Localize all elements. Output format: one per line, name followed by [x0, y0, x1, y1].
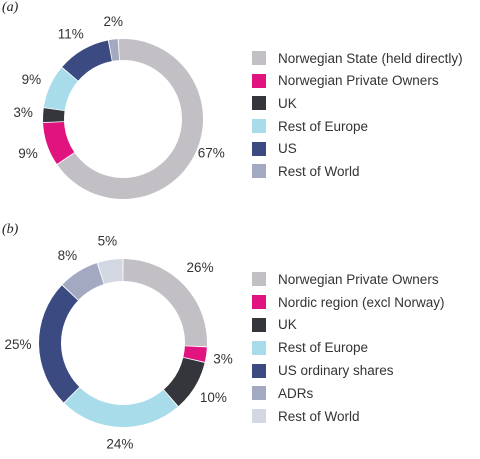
- donut-chart-a: 67% 9% 3% 9% 11% 2%: [13, 14, 225, 199]
- donut-slice-b-0: [123, 259, 208, 347]
- legend-item-a-1: Norwegian Private Owners: [252, 70, 463, 93]
- legend-item-b-6: Rest of World: [252, 405, 445, 428]
- panel-label-b: (b): [2, 222, 19, 237]
- slice-label-a-4: 11%: [58, 27, 84, 42]
- slice-label-b-3: 24%: [106, 436, 133, 451]
- slice-label-a-5: 2%: [104, 14, 124, 29]
- legend-swatch-a-3: [252, 119, 266, 134]
- panel-label-a: (a): [2, 0, 19, 15]
- legend-label-b-4: US ordinary shares: [278, 363, 394, 379]
- donut-chart-b: 26% 3% 10% 24% 25% 8% 5%: [4, 234, 233, 452]
- slice-label-a-2: 3%: [13, 105, 33, 120]
- donut-slice-b-1: [183, 346, 207, 362]
- legend-swatch-b-2: [252, 317, 266, 332]
- slice-label-b-0: 26%: [187, 260, 214, 275]
- legend-item-b-4: US ordinary shares: [252, 359, 445, 382]
- legend-swatch-a-5: [252, 164, 266, 179]
- legend-label-b-6: Rest of World: [278, 408, 360, 424]
- legend-item-b-2: UK: [252, 314, 445, 337]
- slice-label-a-1: 9%: [18, 146, 38, 161]
- donut-slice-a-1: [43, 121, 75, 165]
- donut-slice-a-3: [43, 67, 78, 111]
- legend-label-a-3: Rest of Europe: [278, 118, 369, 134]
- legend-swatch-a-4: [252, 141, 266, 156]
- donut-slice-b-2: [163, 357, 205, 407]
- legend-label-b-0: Norwegian Private Owners: [278, 271, 439, 287]
- legend-item-a-2: UK: [252, 92, 463, 115]
- legend-swatch-b-5: [252, 386, 266, 401]
- legend-item-b-0: Norwegian Private Owners: [252, 268, 445, 291]
- legend-b: Norwegian Private Owners Nordic region (e…: [252, 268, 445, 428]
- legend-label-a-5: Rest of World: [278, 163, 360, 179]
- donut-slice-a-4: [62, 40, 112, 81]
- slice-label-a-0: 67%: [198, 146, 225, 161]
- legend-label-b-5: ADRs: [278, 385, 314, 401]
- donut-slice-a-5: [108, 39, 120, 61]
- legend-label-a-1: Norwegian Private Owners: [278, 73, 439, 89]
- legend-swatch-b-0: [252, 272, 266, 287]
- legend-item-a-3: Rest of Europe: [252, 115, 463, 138]
- donut-slice-a-0: [57, 38, 203, 199]
- legend-item-a-0: Norwegian State (held directly): [252, 47, 463, 70]
- legend-item-a-4: US: [252, 137, 463, 160]
- legend-swatch-a-2: [252, 96, 266, 111]
- slice-label-b-1: 3%: [213, 352, 233, 367]
- chart-panel-a: (a) 67% 9% 3% 9% 11% 2% Norwegian State (held…: [0, 0, 480, 221]
- donut-slice-b-4: [38, 285, 80, 403]
- donut-slice-a-2: [43, 108, 65, 123]
- legend-swatch-b-3: [252, 340, 266, 355]
- slice-label-b-5: 8%: [58, 248, 78, 263]
- legend-swatch-a-1: [252, 73, 266, 88]
- legend-a: Norwegian State (held directly) Norwegian…: [252, 47, 463, 183]
- legend-swatch-b-1: [252, 295, 266, 310]
- legend-item-b-5: ADRs: [252, 382, 445, 405]
- legend-label-b-3: Rest of Europe: [278, 340, 369, 356]
- legend-item-b-3: Rest of Europe: [252, 336, 445, 359]
- donut-slice-b-5: [62, 263, 104, 300]
- legend-label-a-4: US: [278, 141, 297, 157]
- legend-swatch-b-6: [252, 409, 266, 424]
- chart-panel-b: (b) 26% 3% 10% 24% 25% 8% 5% Norwegian Private…: [0, 221, 480, 459]
- legend-label-b-1: Nordic region (excl Norway): [278, 294, 445, 310]
- legend-label-a-0: Norwegian State (held directly): [278, 50, 463, 66]
- legend-label-b-2: UK: [278, 317, 297, 333]
- legend-item-b-1: Nordic region (excl Norway): [252, 291, 445, 314]
- slice-label-b-4: 25%: [4, 337, 31, 352]
- slice-label-a-3: 9%: [22, 72, 42, 87]
- donut-slice-b-3: [64, 387, 178, 427]
- donut-slice-b-6: [97, 259, 123, 284]
- legend-swatch-a-0: [252, 51, 266, 66]
- legend-swatch-b-4: [252, 363, 266, 378]
- slice-label-b-6: 5%: [98, 234, 118, 249]
- slice-label-b-2: 10%: [200, 390, 227, 405]
- legend-item-a-5: Rest of World: [252, 160, 463, 183]
- legend-label-a-2: UK: [278, 95, 297, 111]
